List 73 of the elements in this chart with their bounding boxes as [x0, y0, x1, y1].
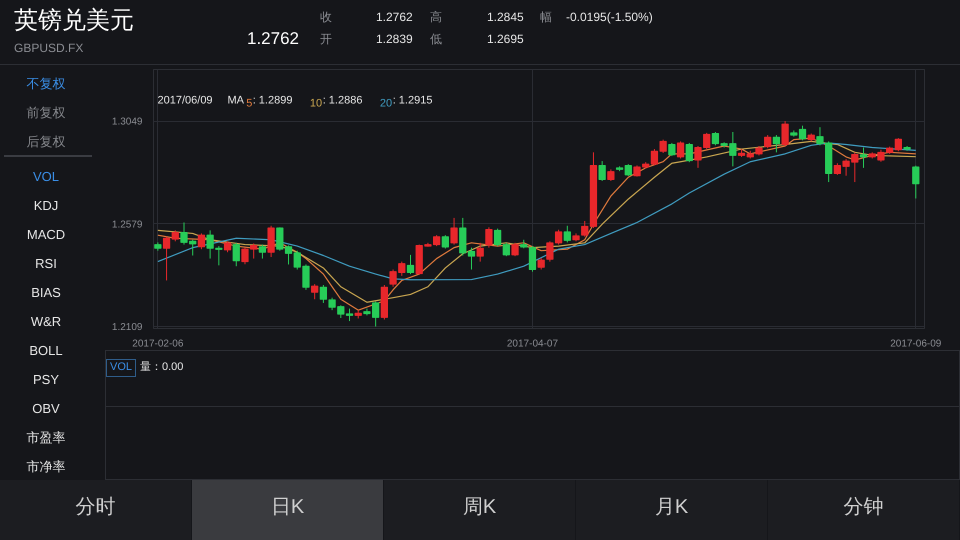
text: 10 — [310, 98, 322, 110]
text: -0.0195(-1.50%) — [566, 9, 653, 26]
y-tick-label: 1.2579 — [112, 219, 143, 230]
candlestick — [598, 160, 606, 182]
candlestick — [686, 142, 693, 163]
text: 5 — [246, 98, 252, 110]
text: 1.2762 — [376, 9, 413, 26]
text: PSY — [32, 371, 60, 389]
text: KDJ — [32, 197, 60, 215]
annotation: 2017/06/09 — [158, 94, 213, 106]
text: VOL — [106, 359, 136, 377]
text: GBPUSD.FX — [14, 40, 84, 57]
text: 高 — [430, 9, 442, 26]
text: 20 — [380, 98, 392, 110]
candlestick — [406, 254, 414, 275]
annotation: : 1.2886 — [322, 94, 362, 106]
candlestick — [528, 246, 536, 272]
y-tick-label: 1.2109 — [112, 322, 143, 334]
text: 市盈率 — [26, 429, 66, 447]
text: OBV — [31, 400, 61, 418]
candlestick — [442, 234, 449, 250]
text: VOL — [32, 168, 60, 186]
candlestick — [476, 242, 484, 262]
text: 前复权 — [26, 104, 66, 122]
candlestick — [860, 147, 868, 168]
text: 1.2845 — [487, 9, 524, 26]
text: 市净率 — [26, 458, 66, 476]
candlestick — [764, 134, 772, 149]
text: 1.2695 — [487, 31, 524, 48]
candlestick — [668, 142, 676, 157]
text: 开 — [320, 31, 332, 48]
chart-title: 英镑兑美元 — [14, 6, 134, 36]
candlestick — [564, 225, 571, 243]
x-tick-label: 2017-04-07 — [506, 338, 558, 350]
annotation: : 1.2899 — [252, 94, 292, 106]
candlestick — [450, 217, 458, 246]
text: 幅 — [540, 9, 552, 26]
candlestick — [311, 284, 318, 300]
candlestick — [772, 134, 780, 153]
candlestick — [676, 140, 684, 159]
annotation: MA — [228, 94, 245, 106]
text: 1.2839 — [376, 31, 413, 48]
text: 月K — [576, 480, 767, 540]
candlestick — [607, 168, 615, 182]
text: 收 — [320, 9, 332, 26]
text: W&R — [30, 313, 62, 331]
text: BOLL — [28, 342, 64, 360]
text: MACD — [26, 226, 66, 244]
candlestick — [485, 226, 493, 248]
candlestick — [258, 244, 266, 260]
text: 低 — [430, 31, 442, 48]
annotation: : 1.2915 — [392, 94, 432, 106]
candlestick — [320, 284, 328, 304]
text: 周K — [384, 480, 575, 540]
text: RSI — [34, 255, 58, 273]
text: 不复权 — [26, 75, 66, 93]
candlestick — [232, 242, 240, 267]
y-tick-label: 1.3049 — [112, 116, 143, 128]
candlestick — [912, 165, 920, 199]
text: 日K — [192, 480, 383, 540]
candlestick — [511, 242, 519, 257]
text: 后复权 — [26, 133, 66, 151]
text: 量：0.00 — [140, 360, 184, 375]
candlestick — [198, 232, 206, 250]
x-tick-label: 2017-02-06 — [132, 338, 184, 350]
x-tick-label: 2017-06-09 — [890, 338, 942, 350]
text: BIAS — [30, 284, 62, 302]
text: 分钟 — [768, 480, 959, 540]
candlestick — [538, 257, 545, 270]
candlestick — [224, 240, 232, 253]
text: 1.2762 — [247, 28, 299, 50]
candlestick — [781, 120, 789, 146]
text: 分时 — [0, 480, 191, 540]
